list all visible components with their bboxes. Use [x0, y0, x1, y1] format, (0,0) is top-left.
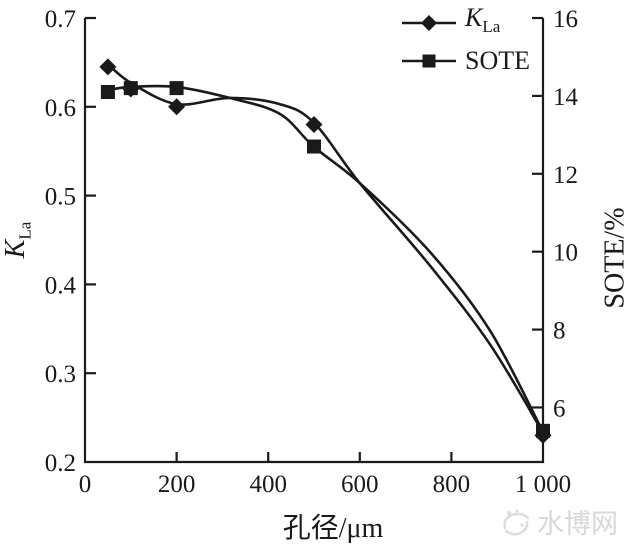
- left-tick-label: 0.6: [45, 95, 76, 122]
- diamond-marker-icon: [402, 15, 456, 31]
- x-tick-label: 800: [433, 471, 471, 498]
- right-tick-label: 6: [553, 395, 566, 422]
- axis-frame: [83, 18, 545, 464]
- legend-label-kla: KLa: [465, 5, 500, 40]
- legend-item-sote: SOTE: [402, 42, 530, 80]
- sote-point: [536, 423, 550, 438]
- kla-point: [305, 116, 323, 134]
- left-tick-label: 0.3: [45, 361, 76, 388]
- right-tick-label: 12: [553, 162, 578, 189]
- x-axis-title: 孔径/μm: [282, 513, 384, 544]
- right-tick-label: 16: [553, 6, 578, 33]
- legend-label-sote: SOTE: [465, 46, 530, 75]
- legend: KLa SOTE: [402, 4, 530, 80]
- legend-item-kla: KLa: [402, 4, 530, 42]
- sote-point: [123, 81, 138, 96]
- x-tick-label: 0: [79, 471, 92, 498]
- watermark: 水博网: [500, 502, 618, 541]
- kla-point: [168, 98, 186, 116]
- legend-kla-symbol: K: [465, 3, 483, 33]
- sote-point: [307, 139, 321, 154]
- legend-kla-subscript: La: [482, 17, 501, 37]
- left-axis-title: KLa: [0, 180, 35, 300]
- watermark-text: 水博网: [537, 509, 618, 539]
- left-tick-label: 0.4: [45, 272, 77, 299]
- sote-point: [100, 85, 115, 99]
- sote-point: [169, 81, 184, 96]
- x-tick-label: 200: [158, 471, 196, 498]
- x-tick-label: 400: [249, 471, 287, 498]
- right-tick-label: 14: [553, 84, 579, 111]
- right-tick-label: 10: [553, 240, 578, 267]
- watermark-logo-icon: [503, 508, 530, 535]
- square-marker-icon: [402, 54, 456, 68]
- left-tick-label: 0.5: [45, 184, 76, 211]
- left-tick-label: 0.2: [45, 450, 76, 477]
- left-tick-label: 0.7: [45, 6, 76, 33]
- left-axis-title-symbol: K: [0, 239, 31, 259]
- right-tick-label: 8: [553, 318, 566, 345]
- left-axis-title-subscript: La: [15, 221, 35, 240]
- x-tick-label: 1 000: [515, 471, 571, 498]
- right-axis-title: SOTE/%: [599, 207, 631, 309]
- x-tick-label: 600: [341, 471, 379, 498]
- kla-point: [99, 58, 117, 76]
- kla-trend-line: [106, 62, 545, 434]
